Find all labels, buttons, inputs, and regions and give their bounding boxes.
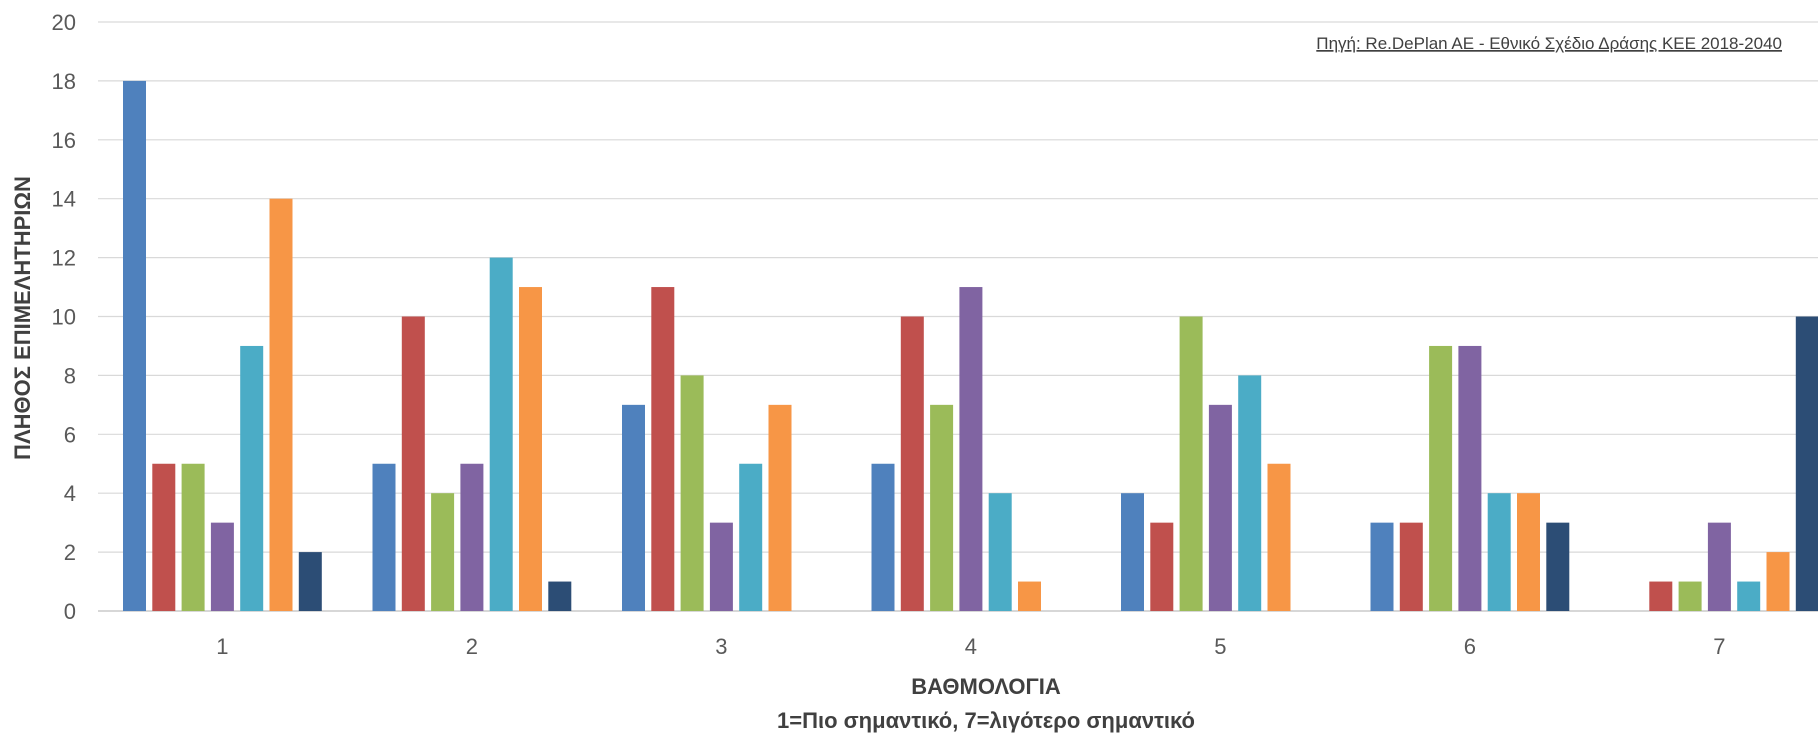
bar: [959, 287, 983, 611]
x-tick-label: 4: [965, 634, 977, 659]
x-axis-label: ΒΑΘΜΟΛΟΓΙΑ: [911, 674, 1061, 699]
bar: [622, 404, 645, 611]
bar: [460, 463, 484, 611]
y-tick-label: 6: [64, 422, 76, 447]
y-tick-label: 8: [64, 363, 76, 388]
bar: [1150, 522, 1174, 611]
bar: [1795, 316, 1818, 611]
bar: [240, 345, 264, 611]
bar: [210, 522, 234, 611]
bar: [739, 463, 763, 611]
bar: [1487, 493, 1511, 611]
bar: [1737, 581, 1761, 611]
bar: [1121, 493, 1144, 611]
bar: [1208, 404, 1232, 611]
y-axis-ticks: 0 2 4 6 8 10 12 14 16 18 20: [52, 10, 76, 624]
x-tick-label: 5: [1214, 634, 1226, 659]
x-tick-label: 1: [216, 634, 228, 659]
bar: [930, 404, 954, 611]
bar: [1179, 316, 1203, 611]
bar: [548, 581, 572, 611]
y-tick-label: 0: [64, 599, 76, 624]
bar: [1370, 522, 1394, 611]
bar: [1707, 522, 1731, 611]
y-axis-label: ΠΛΗΘΟΣ ΕΠΙΜΕΛΗΤΗΡΙΩΝ: [10, 176, 35, 460]
bar: [1766, 552, 1790, 611]
bar: [680, 375, 704, 611]
bar: [651, 287, 675, 611]
bar: [401, 316, 425, 611]
bar: [768, 404, 792, 611]
bar: [1267, 463, 1291, 611]
bar: [1649, 581, 1673, 611]
bar: [871, 463, 895, 611]
x-tick-label: 2: [466, 634, 478, 659]
bar: [181, 463, 205, 611]
source-note: Πηγή: Re.DePlan AE - Εθνικό Σχέδιο Δράση…: [1316, 34, 1782, 53]
y-tick-label: 20: [52, 10, 76, 35]
bar: [298, 552, 322, 611]
bar: [1238, 375, 1262, 611]
bar: [1399, 522, 1423, 611]
bar: [372, 463, 396, 611]
y-tick-label: 16: [52, 128, 76, 153]
bar: [269, 198, 293, 611]
y-tick-label: 2: [64, 540, 76, 565]
y-tick-label: 12: [52, 246, 76, 271]
bar: [1517, 493, 1540, 611]
bar: [123, 80, 146, 611]
y-tick-label: 14: [52, 187, 76, 212]
x-axis-label-note: 1=Πιο σημαντικό, 7=λιγότερο σημαντικό: [777, 708, 1195, 733]
bar: [900, 316, 924, 611]
bars: [123, 80, 1818, 611]
x-tick-label: 3: [715, 634, 727, 659]
bar: [988, 493, 1012, 611]
bar: [152, 463, 176, 611]
bar: [519, 287, 542, 611]
bar: [1018, 581, 1041, 611]
bar: [489, 257, 513, 611]
x-axis-ticks: 1 2 3 4 5 6 7: [216, 634, 1725, 659]
y-tick-label: 4: [64, 481, 76, 506]
x-tick-label: 6: [1464, 634, 1476, 659]
x-tick-label: 7: [1713, 634, 1725, 659]
y-tick-label: 18: [52, 69, 76, 94]
bar: [1546, 522, 1570, 611]
bar: [1429, 345, 1453, 611]
bar: [1458, 345, 1482, 611]
bar: [709, 522, 733, 611]
y-tick-label: 10: [52, 305, 76, 330]
bar: [1678, 581, 1702, 611]
bar: [431, 493, 455, 611]
